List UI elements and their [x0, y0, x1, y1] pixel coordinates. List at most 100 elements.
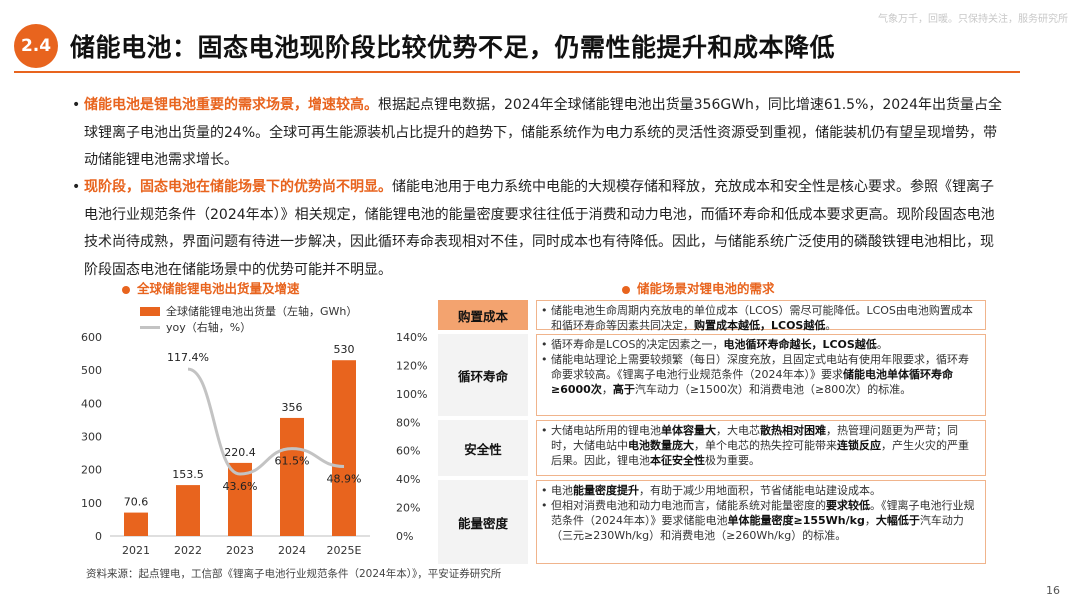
bold-text: 能量密度提升 — [573, 484, 639, 497]
text-segment: 。 — [825, 319, 837, 332]
text-segment: ， — [601, 383, 613, 396]
title-marker-icon — [122, 285, 130, 294]
text-segment: 但相对消费电池和动力电池而言，储能系统对能量密度的 — [551, 499, 826, 512]
table-bullet-item: 大储电站所用的锂电池单体容量大，大电芯散热相对困难，热管理问题更为严苛；同时，大… — [541, 423, 979, 468]
y-right-tick-label: 140% — [396, 331, 427, 344]
y-right-tick-label: 0% — [396, 530, 413, 543]
bold-text: 单体能量密度≥155Wh/kg — [727, 514, 865, 527]
table-row-content: 循环寿命是LCOS的决定因素之一，电池循环寿命越长，LCOS越低。储能电站理论上… — [536, 334, 986, 416]
y-right-tick-label: 100% — [396, 388, 427, 401]
table-title: 储能场景对锂电池的需求 — [622, 278, 775, 297]
text-segment: 循环寿命是LCOS的决定因素之一， — [551, 338, 724, 351]
bullet-1-text: 根据起点锂电数据，2024年全球储能锂电池出货量356GWh，同比增速61.5%… — [84, 97, 1003, 168]
legend-line-label: yoy（右轴，%） — [166, 321, 252, 334]
text-segment: 。《锂离子电池行业规范条件（2024年本）》要求储能电池 — [551, 499, 975, 527]
text-segment: 汽车动力（≥1500次）和消费电池（≥800次）的标准。 — [634, 383, 912, 396]
bold-text: 大幅低于 — [875, 514, 920, 527]
bold-text: 储能电池单体循环寿命≥6000次 — [551, 368, 953, 396]
slide-title: 储能电池：固态电池现阶段比较优势不足，仍需性能提升和成本降低 — [70, 33, 836, 62]
legend-line-swatch — [140, 325, 160, 329]
y-left-tick-label: 0 — [95, 530, 102, 543]
text-segment: ，热管理问题更为严苛；同时，大储电站中 — [551, 424, 958, 452]
x-tick-label: 2025E — [327, 544, 362, 557]
yoy-value-label: 43.6% — [223, 480, 258, 493]
y-right-tick-label: 80% — [396, 416, 420, 429]
table-row: 购置成本储能电池生命周期内充放电的单位成本（LCOS）需尽可能降低。LCOS由电… — [438, 300, 986, 333]
bar — [124, 512, 148, 536]
bold-text: 本征安全性 — [650, 454, 705, 467]
text-segment: ， — [864, 514, 876, 527]
table-row-label: 循环寿命 — [438, 334, 528, 416]
text-segment: ，单个电芯的热失控可能带来 — [694, 439, 837, 452]
chart-legend: 全球储能锂电池出货量（左轴，GWh） yoy（右轴，%） — [140, 303, 357, 335]
y-left-tick-label: 500 — [81, 364, 102, 377]
page-number: 16 — [1046, 584, 1060, 597]
x-tick-label: 2023 — [226, 544, 254, 557]
text-segment: 电池 — [551, 484, 573, 497]
table-row: 安全性大储电站所用的锂电池单体容量大，大电芯散热相对困难，热管理问题更为严苛；同… — [438, 420, 986, 476]
bold-text: 购置成本越低，LCOS越低 — [694, 319, 826, 332]
title-marker-icon — [622, 285, 630, 294]
yoy-line — [187, 367, 345, 476]
bar — [176, 485, 200, 536]
section-badge: 2.4 — [14, 24, 58, 68]
shipment-chart: 0 100 200 300 400 500 600 0% 20% 40% 60% 80% 100% 120… — [81, 331, 427, 557]
legend-bar-entry: 全球储能锂电池出货量（左轴，GWh） — [140, 303, 357, 319]
text-segment: ，产生火灾的严重后果。因此，锂电池 — [551, 439, 969, 467]
table-bullet-item: 但相对消费电池和动力电池而言，储能系统对能量密度的要求较低。《锂离子电池行业规范… — [541, 498, 979, 543]
bullet-2-text: 储能电池用于电力系统中电能的大规模存储和释放，充放成本和安全性是核心要求。参照《… — [84, 179, 995, 278]
text-segment: 储能电池生命周期内充放电的单位成本（LCOS）需尽可能降低。LCOS由电池购置成… — [551, 304, 973, 332]
bullet-2-highlight: 现阶段，固态电池在储能场景下的优势尚不明显。 — [84, 179, 392, 195]
bold-text: 散热相对困难 — [760, 424, 826, 437]
yoy-value-label: 117.4% — [167, 351, 209, 364]
bar — [280, 417, 304, 536]
yoy-value-label: 61.5% — [275, 455, 310, 468]
legend-bar-swatch — [140, 306, 160, 316]
y-right-tick-label: 120% — [396, 359, 427, 372]
bold-text: 要求较低 — [826, 499, 870, 512]
table-row-content: 大储电站所用的锂电池单体容量大，大电芯散热相对困难，热管理问题更为严苛；同时，大… — [536, 420, 986, 476]
text-segment: 。 — [876, 338, 888, 351]
chart-title: 全球储能锂电池出货量及增速 — [122, 278, 300, 297]
table-row: 循环寿命循环寿命是LCOS的决定因素之一，电池循环寿命越长，LCOS越低。储能电… — [438, 334, 986, 416]
table-row-label: 安全性 — [438, 420, 528, 476]
bar-value-label: 70.6 — [124, 496, 149, 509]
yoy-value-label: 48.9% — [327, 472, 362, 485]
x-tick-label: 2024 — [278, 544, 306, 557]
table-bullet-item: 储能电池生命周期内充放电的单位成本（LCOS）需尽可能降低。LCOS由电池购置成… — [541, 303, 979, 333]
bold-text: 高于 — [612, 383, 635, 396]
y-right-tick-label: 40% — [396, 473, 420, 486]
text-segment: ，大电芯 — [716, 424, 760, 437]
table-bullet-item: 储能电站理论上需要较频繁（每日）深度充放，且固定式电站有使用年限要求，循环寿命要… — [541, 352, 979, 397]
table-row: 能量密度电池能量密度提升，有助于减少用地面积，节省储能电站建设成本。但相对消费电… — [438, 480, 986, 564]
bullet-1-highlight: 储能电池是锂电池重要的需求场景，增速较高。 — [84, 97, 378, 113]
y-right-tick-label: 60% — [396, 445, 420, 458]
bullet-paragraph-1: • 储能电池是锂电池重要的需求场景，增速较高。根据起点锂电数据，2024年全球储… — [72, 92, 1004, 175]
table-title-text: 储能场景对锂电池的需求 — [637, 281, 775, 296]
y-left-tick-label: 100 — [81, 497, 102, 510]
text-segment: 汽车动力（三元≥230Wh/kg）和消费电池（≥260Wh/kg）的标准。 — [551, 514, 964, 542]
bar — [332, 360, 356, 536]
legend-line-entry: yoy（右轴，%） — [140, 319, 357, 335]
x-tick-label: 2022 — [174, 544, 202, 557]
text-segment: ，有助于减少用地面积，节省储能电站建设成本。 — [639, 484, 881, 497]
y-left-tick-label: 200 — [81, 464, 102, 477]
bold-text: 连锁反应 — [837, 439, 881, 452]
bar-value-label: 220.4 — [224, 446, 256, 459]
bullet-paragraph-2: • 现阶段，固态电池在储能场景下的优势尚不明显。储能电池用于电力系统中电能的大规… — [72, 174, 1004, 284]
table-row-content: 电池能量密度提升，有助于减少用地面积，节省储能电站建设成本。但相对消费电池和动力… — [536, 480, 986, 564]
bar-value-label: 153.5 — [172, 468, 204, 481]
table-row-label: 能量密度 — [438, 480, 528, 564]
text-segment: 极为重要。 — [705, 454, 760, 467]
table-bullet-item: 电池能量密度提升，有助于减少用地面积，节省储能电站建设成本。 — [541, 483, 979, 498]
bullet-dot: • — [72, 179, 81, 195]
bold-text: 电池数量庞大 — [628, 439, 694, 452]
text-segment: 大储电站所用的锂电池 — [551, 424, 661, 437]
bold-text: 单体容量大 — [661, 424, 716, 437]
table-row-content: 储能电池生命周期内充放电的单位成本（LCOS）需尽可能降低。LCOS由电池购置成… — [536, 300, 986, 333]
bullet-dot: • — [72, 97, 81, 113]
title-divider — [14, 71, 1020, 73]
x-tick-label: 2021 — [122, 544, 150, 557]
bar-value-label: 356 — [282, 401, 303, 414]
y-left-tick-label: 400 — [81, 397, 102, 410]
